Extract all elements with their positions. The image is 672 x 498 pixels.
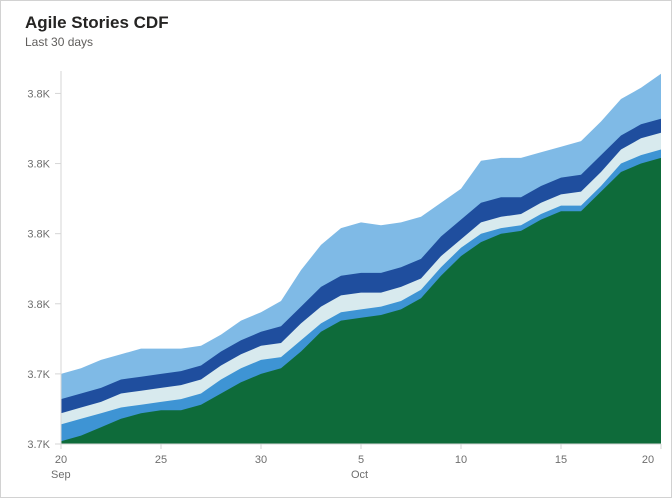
area-series-green[interactable] <box>61 157 661 444</box>
y-tick-label: 3.7K <box>27 439 50 451</box>
y-tick-label: 3.8K <box>27 159 50 171</box>
x-tick-label: 15 <box>555 454 567 466</box>
y-tick-label: 3.7K <box>27 369 50 381</box>
x-month-label: Sep <box>51 469 71 481</box>
chart-subtitle: Last 30 days <box>25 35 94 49</box>
y-tick-label: 3.8K <box>27 88 50 100</box>
x-month-label: Oct <box>351 469 368 481</box>
x-tick-label: 10 <box>455 454 467 466</box>
x-tick-label: 5 <box>358 454 364 466</box>
x-tick-label: 30 <box>255 454 267 466</box>
chart-title: Agile Stories CDF <box>25 13 169 32</box>
y-tick-label: 3.8K <box>27 299 50 311</box>
x-tick-label: 20 <box>55 454 67 466</box>
y-tick-label: 3.8K <box>27 229 50 241</box>
x-tick-label: 25 <box>155 454 167 466</box>
x-tick-label: 20 <box>642 454 654 466</box>
